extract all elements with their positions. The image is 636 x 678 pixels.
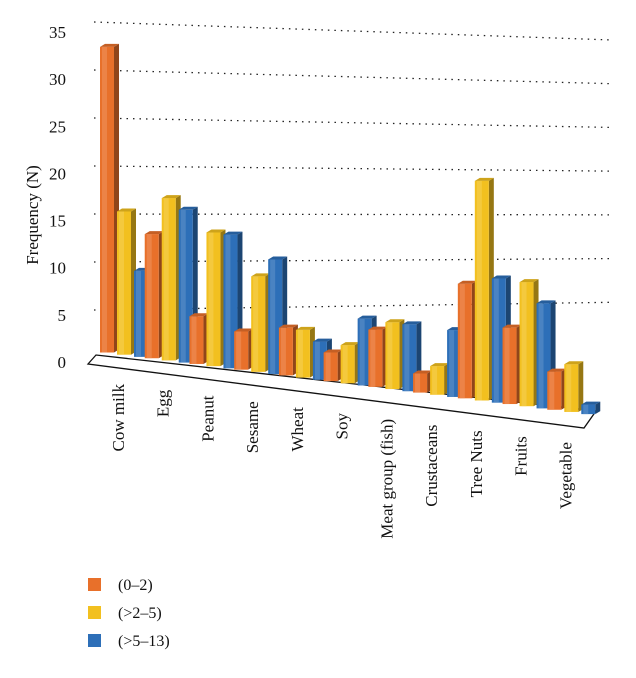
x-tick-label: Soy	[333, 412, 352, 439]
legend-label: (>5–13)	[118, 633, 170, 650]
y-tick-label: 0	[58, 353, 67, 372]
bar	[430, 363, 450, 395]
x-tick-label: Meat group (fish)	[377, 419, 396, 539]
gridline	[93, 165, 613, 172]
bar	[189, 313, 209, 364]
bar	[457, 280, 477, 399]
bar	[474, 177, 494, 401]
bar	[340, 342, 360, 384]
bar	[519, 279, 539, 407]
y-tick-labels: 0 5 10 15 20 25 30 35	[49, 23, 66, 372]
bar	[251, 273, 271, 372]
x-tick-label: Wheat	[288, 407, 307, 452]
y-tick-label: 15	[49, 212, 66, 231]
legend-label: (>2–5)	[118, 605, 162, 622]
bar	[117, 208, 136, 355]
legend: (0–2) (>2–5) (>5–13)	[88, 577, 170, 650]
bar	[206, 229, 226, 367]
bar	[144, 231, 164, 359]
x-tick-label: Fruits	[512, 436, 531, 476]
bar	[234, 328, 254, 370]
x-tick-label: Cow milk	[109, 383, 128, 451]
gridline	[93, 117, 613, 129]
y-axis-title: Frequency (N)	[23, 165, 42, 265]
legend-swatch	[88, 634, 101, 647]
x-tick-label: Crustaceans	[422, 425, 441, 507]
y-tick-label: 35	[49, 23, 66, 42]
y-tick-label: 5	[58, 306, 67, 325]
bar	[413, 370, 433, 393]
y-tick-label: 10	[49, 259, 66, 278]
bar	[161, 195, 181, 361]
legend-swatch	[88, 578, 101, 591]
category-labels: Cow milk Egg Peanut Sesame Wheat Soy Meat grou…	[109, 383, 575, 538]
legend-swatch	[88, 606, 101, 619]
bar	[402, 321, 422, 392]
x-tick-label: Vegetable	[556, 442, 575, 509]
bar	[368, 326, 388, 387]
bar	[502, 324, 522, 405]
x-tick-label: Tree Nuts	[467, 430, 486, 497]
bar	[323, 349, 343, 382]
bar	[564, 361, 584, 412]
y-tick-label: 20	[49, 164, 66, 183]
bar	[385, 319, 405, 390]
bar	[581, 401, 601, 415]
y-tick-label: 30	[49, 70, 66, 89]
x-tick-label: Peanut	[198, 395, 217, 442]
gridline	[93, 21, 613, 41]
bar	[278, 324, 298, 376]
x-tick-label: Egg	[154, 389, 173, 417]
bars	[100, 43, 601, 415]
gridline	[93, 69, 613, 85]
x-tick-label: Sesame	[243, 401, 262, 453]
bar	[223, 231, 243, 369]
y-tick-label: 25	[49, 117, 66, 136]
legend-label: (0–2)	[118, 577, 153, 594]
bar	[295, 326, 315, 378]
bar	[100, 43, 119, 353]
bar	[547, 368, 567, 410]
